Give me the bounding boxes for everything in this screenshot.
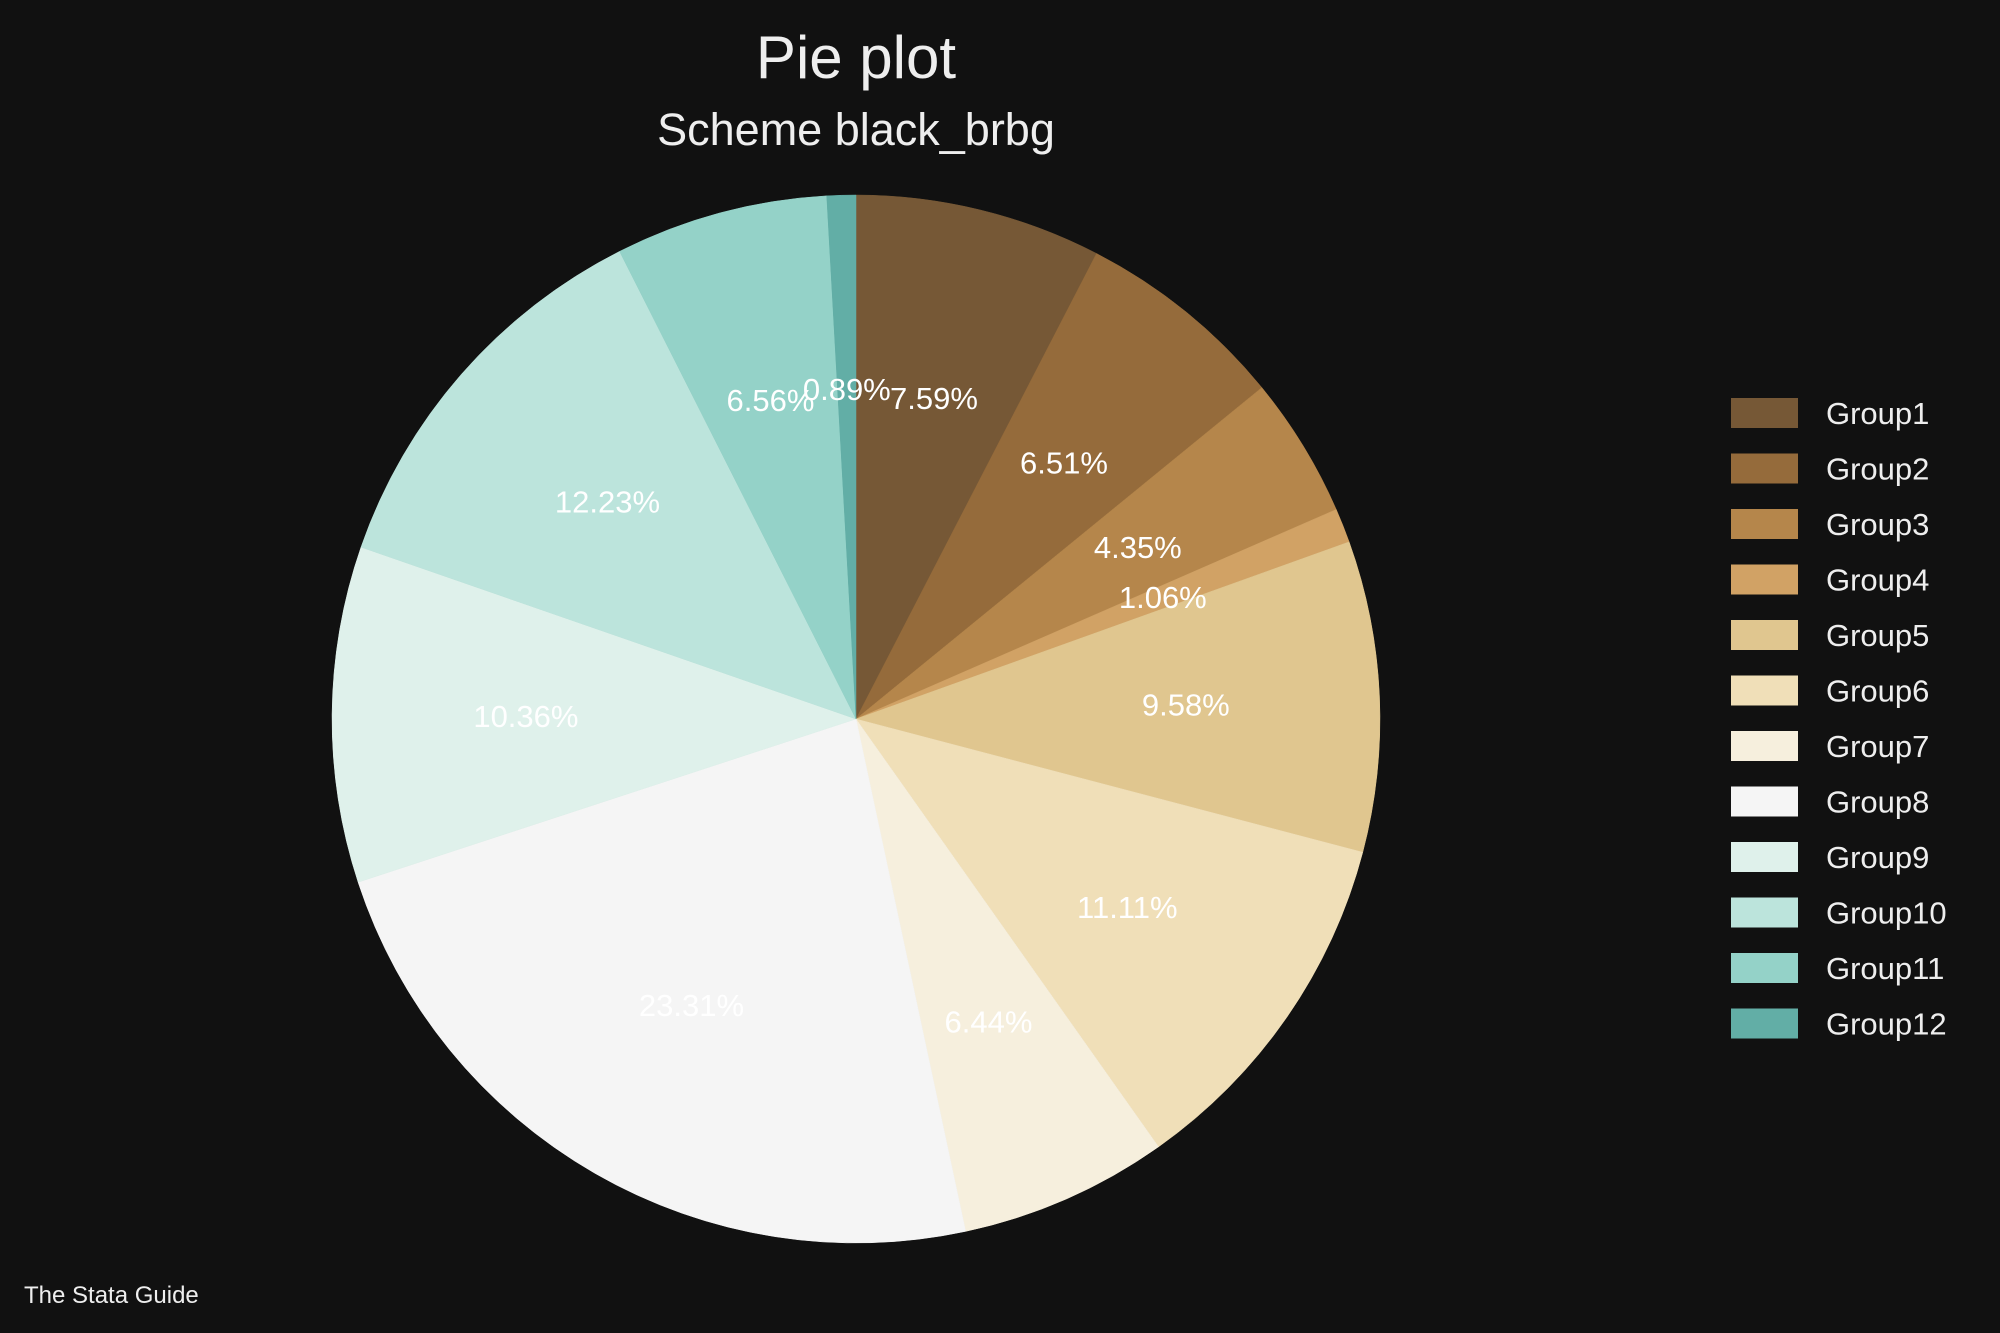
pie-slice-group10 xyxy=(360,251,857,720)
slice-label-group3: 4.35% xyxy=(1094,530,1182,565)
slice-label-group2: 6.51% xyxy=(1020,446,1108,481)
slice-label-group7: 6.44% xyxy=(945,1004,1033,1039)
chart-subtitle: Scheme black_brbg xyxy=(657,104,1055,155)
pie-slice-group2 xyxy=(855,253,1263,720)
pie-slice-group12 xyxy=(826,194,857,720)
legend-swatch-group4 xyxy=(1731,564,1798,595)
pie-slice-group9 xyxy=(331,546,857,883)
legend-label-group5: Group5 xyxy=(1826,618,1929,653)
legend-label-group2: Group2 xyxy=(1826,452,1929,487)
chart-note: The Stata Guide xyxy=(24,1282,199,1309)
pie-slice-group7 xyxy=(855,718,1159,1232)
legend-swatch-group7 xyxy=(1731,731,1798,761)
legend-label-group11: Group11 xyxy=(1826,951,1944,986)
legend-label-group6: Group6 xyxy=(1826,674,1929,709)
legend-label-group7: Group7 xyxy=(1826,729,1929,764)
pie-slice-group5 xyxy=(855,541,1381,853)
pie-slices xyxy=(331,194,1381,1244)
legend-swatch-group1 xyxy=(1731,398,1798,428)
slice-label-group8: 23.31% xyxy=(639,988,744,1023)
slice-label-group4: 1.06% xyxy=(1119,580,1207,615)
slice-label-group12: 0.89% xyxy=(803,372,891,407)
legend-swatch-group5 xyxy=(1731,620,1798,650)
legend-label-group1: Group1 xyxy=(1826,396,1929,431)
pie-slice-labels: 7.59% 6.51% 4.35% 1.06% 9.58% 11.11% 6.44% 23.3… xyxy=(473,372,1229,1039)
legend-label-group3: Group3 xyxy=(1826,507,1929,542)
legend-swatch-group11 xyxy=(1731,953,1798,983)
legend: Group1 Group2 Group3 Group4 Group5 Group6 Grou… xyxy=(1731,396,1947,1042)
legend-label-group10: Group10 xyxy=(1826,896,1947,931)
slice-label-group11: 6.56% xyxy=(727,383,815,418)
pie-slice-group1 xyxy=(855,194,1097,720)
chart-title: Pie plot xyxy=(756,24,956,91)
legend-swatch-group8 xyxy=(1731,786,1798,817)
legend-swatch-group2 xyxy=(1731,453,1798,484)
legend-swatch-group10 xyxy=(1731,897,1798,928)
pie-slice-group6 xyxy=(855,718,1364,1148)
slice-label-group1: 7.59% xyxy=(890,381,978,416)
slice-label-group5: 9.58% xyxy=(1142,688,1230,723)
legend-swatch-group9 xyxy=(1731,842,1798,872)
pie-slice-group8 xyxy=(357,718,966,1244)
legend-label-group8: Group8 xyxy=(1826,785,1929,820)
legend-swatch-group12 xyxy=(1731,1008,1798,1039)
legend-swatch-group3 xyxy=(1731,509,1798,539)
legend-label-group9: Group9 xyxy=(1826,840,1929,875)
legend-label-group4: Group4 xyxy=(1826,563,1929,598)
pie-slice-group11 xyxy=(619,195,857,720)
legend-swatch-group6 xyxy=(1731,675,1798,706)
slice-label-group6: 11.11% xyxy=(1077,890,1178,925)
slice-label-group10: 12.23% xyxy=(555,485,660,520)
legend-label-group12: Group12 xyxy=(1826,1007,1947,1042)
slice-label-group9: 10.36% xyxy=(473,699,578,734)
